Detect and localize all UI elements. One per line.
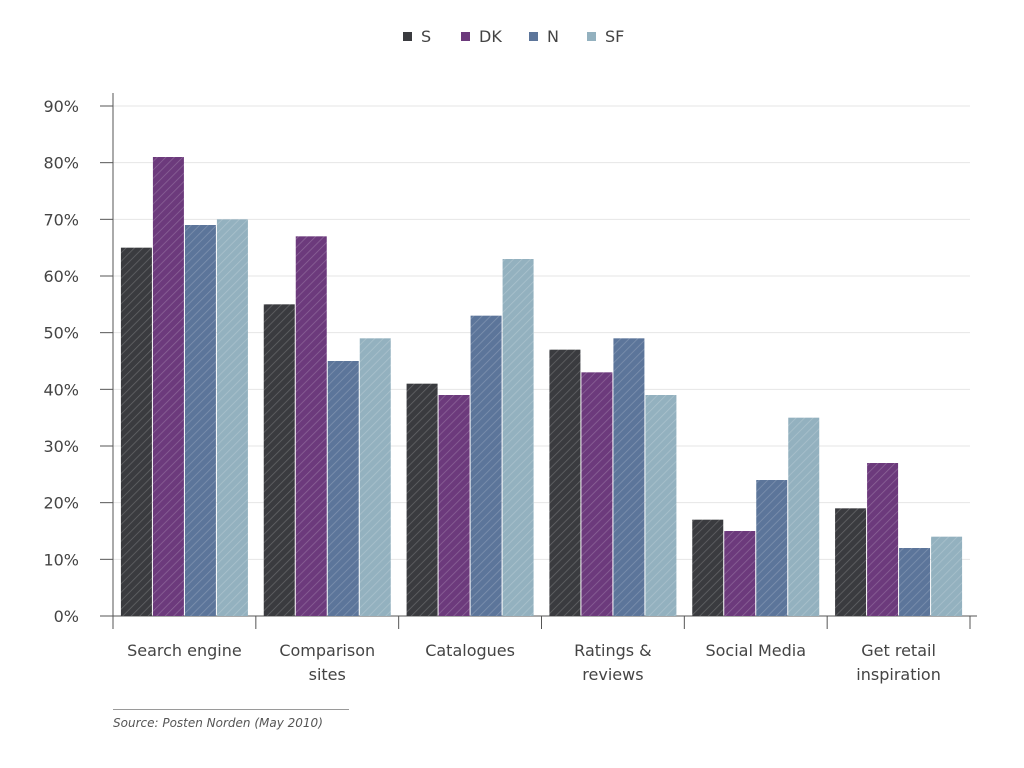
- bar-n: [184, 225, 216, 616]
- legend-label-sf: SF: [605, 27, 624, 46]
- x-tick-label: Get retail: [861, 641, 936, 660]
- bar-s: [692, 519, 724, 616]
- legend-swatch-s: [403, 32, 412, 41]
- legend-swatch-sf: [587, 32, 596, 41]
- bar-n: [613, 338, 645, 616]
- legend-label-dk: DK: [479, 27, 502, 46]
- bar-dk: [295, 236, 327, 617]
- y-tick-label: 10%: [43, 550, 79, 569]
- source-note: Source: Posten Norden (May 2010): [113, 716, 323, 730]
- y-tick-label: 60%: [43, 267, 79, 286]
- x-tick-label: inspiration: [856, 665, 941, 684]
- y-tick-label: 90%: [43, 97, 79, 116]
- bar-chart: 0% 10% 20% 30% 40% 50% 60% 70% 80% 90% Search engi…: [43, 27, 977, 684]
- y-tick-label: 80%: [43, 154, 79, 173]
- x-tick-label: Catalogues: [425, 641, 515, 660]
- y-tick-label: 0%: [54, 607, 79, 626]
- bar-n: [756, 480, 788, 616]
- y-tick-label: 50%: [43, 324, 79, 343]
- bar-dk: [152, 157, 184, 616]
- bar-s: [835, 508, 867, 616]
- legend-label-n: N: [547, 27, 559, 46]
- y-tick-label: 30%: [43, 437, 79, 456]
- legend-label-s: S: [421, 27, 431, 46]
- y-tick-label: 20%: [43, 494, 79, 513]
- bar-n: [470, 315, 502, 616]
- x-tick-label: reviews: [582, 665, 643, 684]
- bar-s: [549, 349, 581, 616]
- x-tick-label: Comparison: [279, 641, 375, 660]
- bar-s: [406, 383, 438, 616]
- y-tick-label: 40%: [43, 380, 79, 399]
- y-tick-label: 70%: [43, 210, 79, 229]
- bar-s: [263, 304, 295, 616]
- bar-sf: [788, 417, 820, 616]
- bar-dk: [438, 395, 470, 616]
- bar-sf: [502, 259, 534, 616]
- x-tick-label: Search engine: [127, 641, 242, 660]
- bar-sf: [645, 395, 677, 616]
- legend-swatch-n: [529, 32, 538, 41]
- x-tick-label: sites: [309, 665, 346, 684]
- bar-dk: [581, 372, 613, 616]
- x-tick-label: Social Media: [705, 641, 806, 660]
- bar-dk: [724, 531, 756, 616]
- bar-sf: [359, 338, 391, 616]
- bar-dk: [867, 463, 899, 616]
- bar-sf: [216, 219, 248, 617]
- bar-n: [899, 548, 931, 616]
- bar-sf: [931, 536, 963, 616]
- legend-swatch-dk: [461, 32, 470, 41]
- source-divider: [113, 709, 349, 710]
- bar-s: [120, 247, 152, 616]
- bar-n: [327, 361, 359, 616]
- x-tick-label: Ratings &: [574, 641, 651, 660]
